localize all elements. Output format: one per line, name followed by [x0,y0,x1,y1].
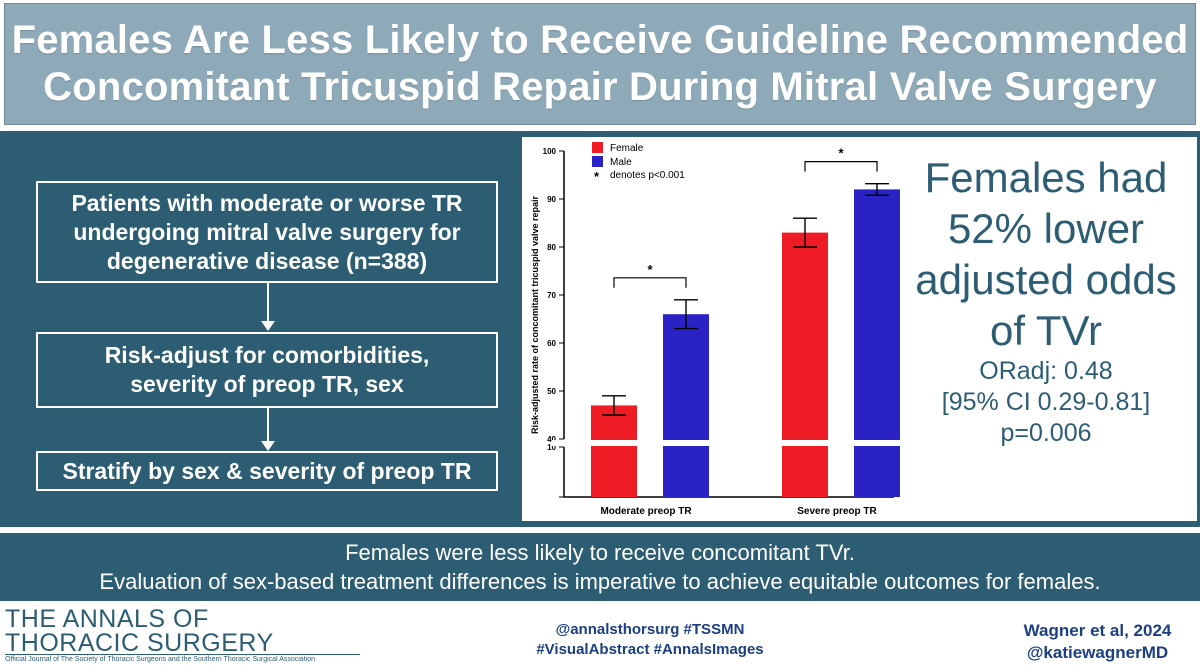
title-line-2: Concomitant Tricuspid Repair During Mitr… [43,65,1157,109]
journal-subtitle: Official Journal of The Society of Thora… [5,656,315,663]
y-axis-label: Risk-adjusted rate of concomitant tricus… [530,195,540,434]
y-tick-label: 70 [547,291,556,300]
significance-bracket [804,161,878,172]
social-tags-line-2: #VisualAbstract #AnnalsImages [536,641,764,658]
chart-panel: Female Male * denotes p<0.001 Risk-adjus… [522,137,1197,521]
x-tick-label-severe: Severe preop TR [797,506,877,517]
significance-star: * [838,146,844,161]
citation-line-1: Wagner et al, 2024 [1023,621,1172,640]
flow-step-adjust-line-1: Risk-adjust for comorbidities, [104,342,430,368]
legend-significance-marker: * [594,169,600,184]
bar-male-moderate [663,314,709,497]
flow-step-cohort-line-1: Patients with moderate or worse TR [71,189,463,216]
bar-female-severe [782,232,828,497]
flow-step-stratify-line: Stratify by sex & severity of preop TR [62,457,472,484]
arrow-head-icon [261,441,275,451]
flow-step-cohort-line-3: degenerative disease (n=388) [106,247,428,274]
arrow-head-icon [261,321,275,331]
axis-break-band [552,440,902,446]
social-tags: @annalsthorsurg #TSSMN #VisualAbstract #… [470,620,830,660]
y-tick-label: 80 [547,243,556,252]
title-line-1: Females Are Less Likely to Receive Guide… [11,18,1189,62]
social-tags-line-1: @annalsthorsurg #TSSMN [555,621,745,638]
result-headline-3: adjusted odds [915,256,1177,303]
y-tick-label: 90 [547,195,556,204]
result-headline-4: of TVr [989,307,1103,354]
y-tick-label: 100 [543,147,557,156]
flow-step-adjust-line-2: severity of preop TR, sex [130,371,404,397]
flow-arrow-1 [261,283,275,331]
legend-swatch-female [592,142,603,153]
flow-step-cohort: Patients with moderate or worse TR under… [36,181,498,283]
result-panel: Females had 52% lower adjusted odds of T… [902,152,1190,449]
citation-line-2: @katiewagnerMD [1026,643,1169,662]
legend-label-female: Female [610,143,644,154]
result-p-value: p=0.006 [1000,419,1092,447]
legend-label-male: Male [610,157,632,168]
bar-female-moderate [591,405,637,497]
flow-step-adjust: Risk-adjust for comorbidities, severity … [36,332,498,408]
result-headline-1: Females had [924,154,1168,201]
y-tick-label: 60 [547,339,556,348]
result-odds-ratio: ORadj: 0.48 [979,357,1113,385]
conclusion-line-1: Females were less likely to receive conc… [345,540,855,565]
flow-arrow-2 [261,408,275,451]
journal-divider [5,654,360,655]
journal-logo-line-1: THE ANNALS OF [5,605,209,633]
y-tick-label: 10 [547,443,556,452]
footer [0,601,1200,672]
journal-logo-line-2: THORACIC SURGERY [5,629,274,657]
x-tick-label-moderate: Moderate preop TR [600,506,692,517]
conclusion-banner: Females were less likely to receive conc… [0,533,1200,601]
legend-significance-note: denotes p<0.001 [610,170,685,181]
y-tick-label: 50 [547,387,556,396]
citation: Wagner et al, 2024 @katiewagnerMD [1000,620,1195,664]
conclusion-line-2: Evaluation of sex-based treatment differ… [99,569,1101,594]
bar-male-severe [854,189,900,497]
y-tick-label: 40 [547,435,556,444]
significance-bracket [613,277,687,288]
result-headline-2: 52% lower [947,205,1145,252]
legend-swatch-male [592,156,603,167]
flow-step-cohort-line-2: undergoing mitral valve surgery for [73,218,461,245]
significance-star: * [647,262,653,277]
bar-chart: Female Male * denotes p<0.001 Risk-adjus… [530,142,902,517]
title-banner: Females Are Less Likely to Receive Guide… [4,3,1196,125]
flow-step-stratify: Stratify by sex & severity of preop TR [36,451,498,491]
result-confidence-interval: [95% CI 0.29-0.81] [941,388,1151,416]
